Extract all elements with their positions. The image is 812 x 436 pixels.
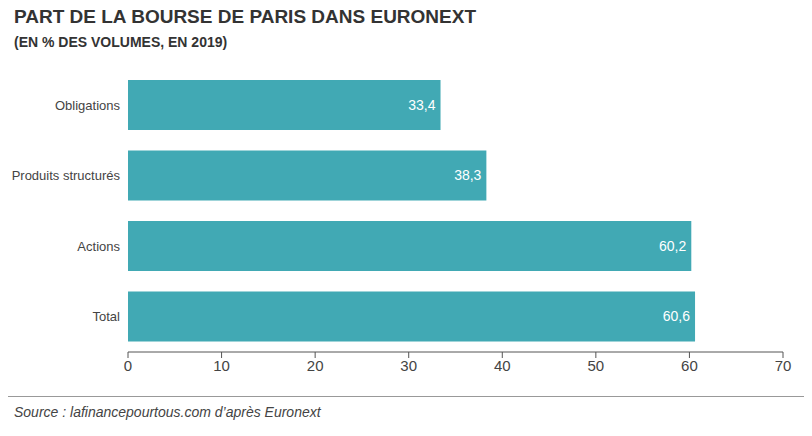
svg-text:20: 20	[307, 357, 324, 374]
svg-text:40: 40	[494, 357, 511, 374]
svg-text:Actions: Actions	[77, 239, 120, 254]
svg-text:Obligations: Obligations	[55, 98, 121, 113]
svg-text:60,2: 60,2	[659, 238, 686, 254]
svg-text:60: 60	[681, 357, 698, 374]
svg-text:Produits structurés: Produits structurés	[12, 168, 121, 183]
svg-text:0: 0	[124, 357, 132, 374]
svg-text:50: 50	[588, 357, 605, 374]
svg-text:70: 70	[775, 357, 792, 374]
html-text:Source : lafinancepourtous.com: Source : lafinancepourtous.com d’après E…	[14, 404, 321, 420]
svg-text:Total: Total	[93, 309, 121, 324]
svg-text:60,6: 60,6	[663, 308, 690, 324]
html-text:(EN % DES VOLUMES, EN 2019): (EN % DES VOLUMES, EN 2019)	[14, 34, 228, 50]
svg-text:10: 10	[213, 357, 230, 374]
svg-text:38,3: 38,3	[454, 167, 481, 183]
html-text:PART DE LA BOURSE DE PARIS DAN: PART DE LA BOURSE DE PARIS DANS EURONEXT	[14, 6, 476, 27]
svg-text:30: 30	[400, 357, 417, 374]
svg-text:33,4: 33,4	[408, 97, 435, 113]
